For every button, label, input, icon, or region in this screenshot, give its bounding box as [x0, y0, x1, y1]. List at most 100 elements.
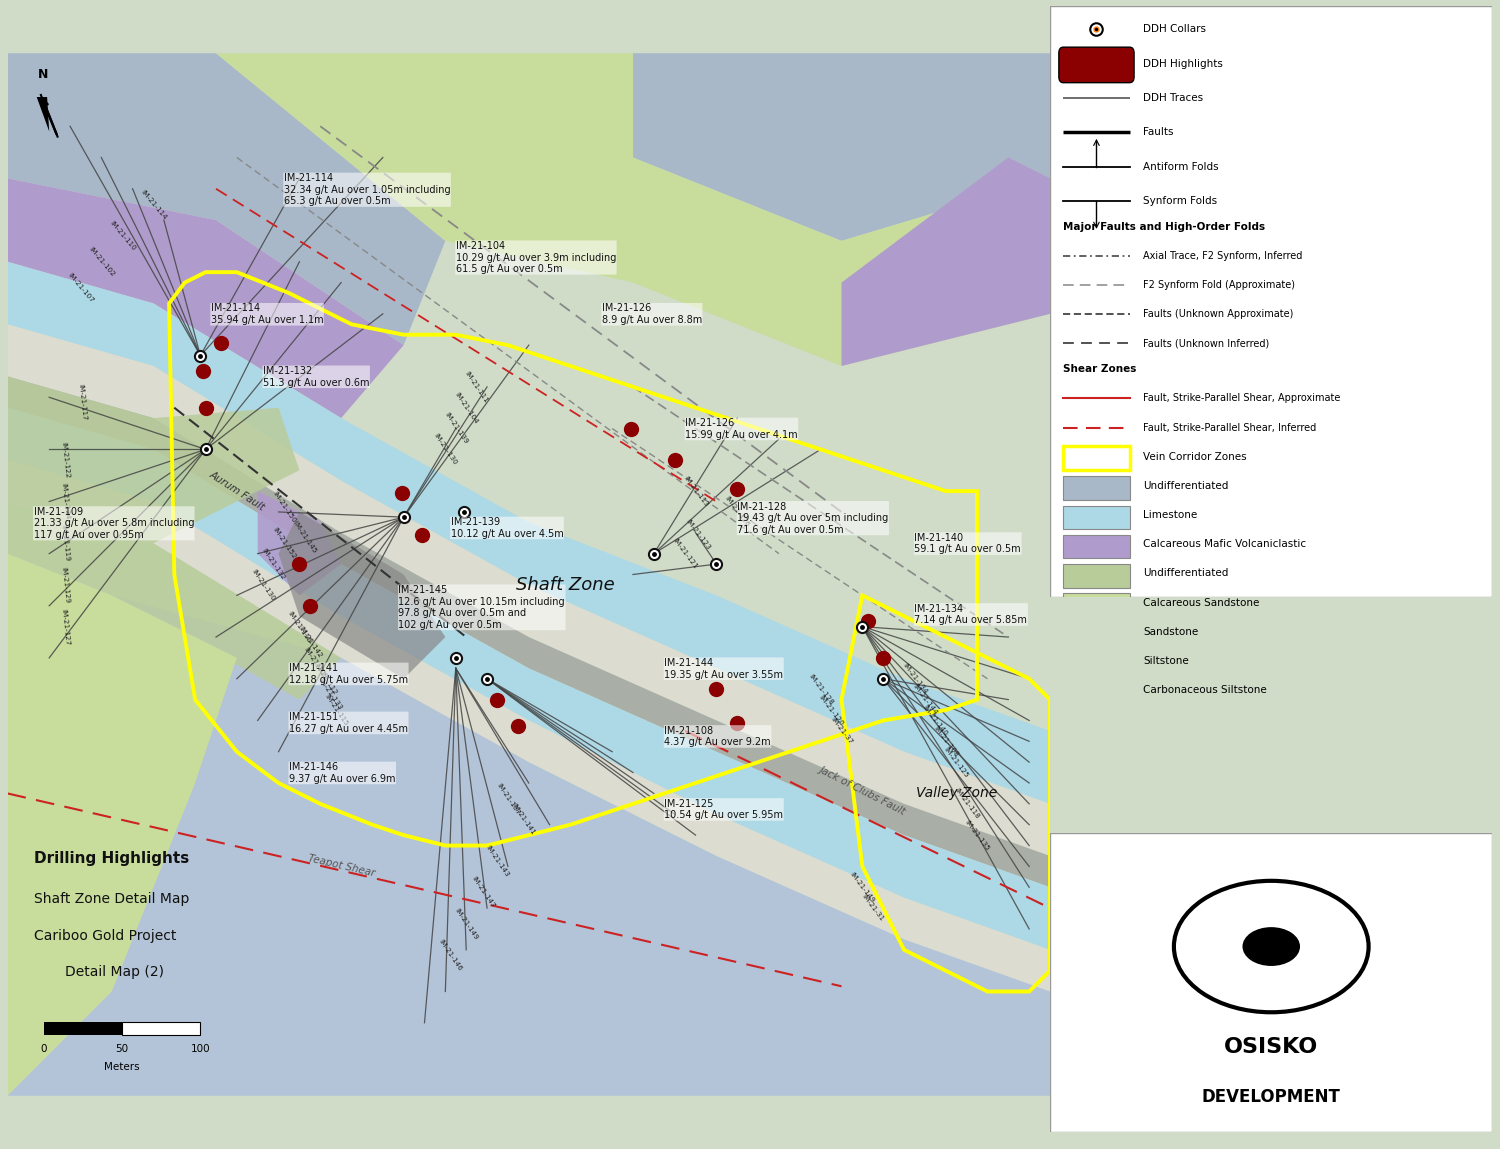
Text: IM-21-114: IM-21-114 — [140, 188, 168, 221]
Text: IM-21-127: IM-21-127 — [60, 608, 69, 646]
Text: IM-21-110: IM-21-110 — [108, 219, 136, 252]
Polygon shape — [8, 377, 300, 543]
Text: IM-21-132
51.3 g/t Au over 0.6m: IM-21-132 51.3 g/t Au over 0.6m — [262, 367, 369, 387]
Text: Undifferentiated: Undifferentiated — [1143, 481, 1228, 491]
Polygon shape — [8, 408, 1050, 950]
Text: Faults: Faults — [1143, 128, 1173, 138]
Text: IM-21-152: IM-21-152 — [272, 526, 297, 560]
Polygon shape — [633, 53, 1050, 241]
Text: IM-21-144
19.35 g/t Au over 3.55m: IM-21-144 19.35 g/t Au over 3.55m — [664, 658, 783, 679]
Bar — [1064, 564, 1130, 587]
Text: IM-21-135: IM-21-135 — [963, 818, 990, 851]
Text: IM-21-117: IM-21-117 — [78, 384, 87, 421]
Text: Cariboo Gold Project: Cariboo Gold Project — [33, 928, 176, 943]
Text: IM-21-137: IM-21-137 — [495, 781, 520, 816]
Text: IM-21-102: IM-21-102 — [87, 246, 116, 278]
Text: IM-21-132: IM-21-132 — [261, 547, 286, 581]
Text: Limestone: Limestone — [1143, 510, 1197, 520]
Text: IM-21-134
7.14 g/t Au over 5.85m: IM-21-134 7.14 g/t Au over 5.85m — [915, 603, 1028, 625]
Text: Faults (Unknown Approximate): Faults (Unknown Approximate) — [1143, 309, 1293, 319]
FancyBboxPatch shape — [1059, 47, 1134, 83]
Text: OSISKO: OSISKO — [1224, 1036, 1318, 1057]
Text: Valley Zone: Valley Zone — [915, 786, 998, 801]
Text: IM-21-121: IM-21-121 — [672, 538, 699, 570]
Text: DEVELOPMENT: DEVELOPMENT — [1202, 1088, 1341, 1106]
Bar — [1064, 623, 1130, 646]
Text: IM-21-150IM-21-145: IM-21-150IM-21-145 — [272, 491, 316, 555]
Text: IM-21-37: IM-21-37 — [830, 716, 854, 746]
Text: IM-21-119: IM-21-119 — [60, 525, 69, 562]
Text: IM-21-123: IM-21-123 — [684, 518, 711, 552]
Text: IM-21-125
10.54 g/t Au over 5.95m: IM-21-125 10.54 g/t Au over 5.95m — [664, 799, 783, 820]
Text: IM-21-104: IM-21-104 — [453, 391, 478, 425]
Text: Detail Map (2): Detail Map (2) — [64, 965, 164, 979]
Text: Drilling Highlights: Drilling Highlights — [33, 850, 189, 865]
Text: IM-21-108
4.37 g/t Au over 9.2m: IM-21-108 4.37 g/t Au over 9.2m — [664, 726, 771, 747]
Text: Fault, Strike-Parallel Shear, Inferred: Fault, Strike-Parallel Shear, Inferred — [1143, 423, 1316, 432]
Text: IM-21-112: IM-21-112 — [312, 662, 338, 695]
Bar — [1064, 651, 1130, 676]
Text: 100: 100 — [190, 1043, 210, 1054]
Text: Axial Trace, F2 Synform, Inferred: Axial Trace, F2 Synform, Inferred — [1143, 250, 1302, 261]
Text: Meters: Meters — [105, 1063, 140, 1072]
Text: IM-21-107: IM-21-107 — [66, 272, 94, 303]
Text: IM-21-128: IM-21-128 — [807, 672, 834, 705]
Text: IM-21-130: IM-21-130 — [432, 432, 457, 466]
Text: IM-21-114
32.34 g/t Au over 1.05m including
65.3 g/t Au over 0.5m: IM-21-114 32.34 g/t Au over 1.05m includ… — [284, 173, 450, 207]
Text: Siltstone: Siltstone — [1143, 656, 1188, 666]
Text: Calcareous Sandstone: Calcareous Sandstone — [1143, 597, 1260, 608]
Bar — [1064, 680, 1130, 704]
Text: IM-21-115: IM-21-115 — [322, 693, 348, 727]
Text: IM-21-149: IM-21-149 — [849, 871, 876, 904]
Text: IM-21-151
16.27 g/t Au over 4.45m: IM-21-151 16.27 g/t Au over 4.45m — [290, 712, 408, 734]
Text: IM-21-139
10.12 g/t Au over 4.5m: IM-21-139 10.12 g/t Au over 4.5m — [450, 517, 564, 539]
Text: IM-21-122: IM-21-122 — [60, 441, 69, 478]
Text: Calcareous Mafic Volcaniclastic: Calcareous Mafic Volcaniclastic — [1143, 539, 1306, 549]
Text: IM-21-146: IM-21-146 — [438, 938, 464, 972]
Text: Faults (Unknown Inferred): Faults (Unknown Inferred) — [1143, 339, 1269, 348]
Text: Carbonaceous Siltstone: Carbonaceous Siltstone — [1143, 685, 1266, 695]
Text: IM-21-141: IM-21-141 — [512, 802, 537, 836]
Text: Shaft Zone: Shaft Zone — [516, 576, 615, 594]
Circle shape — [1242, 927, 1300, 966]
Polygon shape — [8, 377, 1050, 887]
Text: IM-21-108: IM-21-108 — [933, 725, 958, 758]
Text: Antiform Folds: Antiform Folds — [1143, 162, 1218, 171]
Text: IM-21-141
12.18 g/t Au over 5.75m: IM-21-141 12.18 g/t Au over 5.75m — [290, 663, 408, 685]
Text: IM-21-149: IM-21-149 — [453, 907, 478, 941]
Polygon shape — [258, 491, 340, 595]
Polygon shape — [8, 501, 340, 700]
Text: Major Faults and High-Order Folds: Major Faults and High-Order Folds — [1064, 222, 1266, 232]
Polygon shape — [8, 460, 1050, 992]
Text: IM-21-120: IM-21-120 — [818, 694, 844, 726]
Text: Shaft Zone Detail Map: Shaft Zone Detail Map — [33, 893, 189, 907]
Text: Undifferentiated: Undifferentiated — [1143, 569, 1228, 578]
Text: IM-21-111: IM-21-111 — [464, 370, 489, 403]
Text: IM-21-126: IM-21-126 — [724, 495, 750, 529]
Polygon shape — [8, 324, 1050, 856]
Text: IM-21-109: IM-21-109 — [303, 646, 328, 680]
Text: IM-21-114
35.94 g/t Au over 1.1m: IM-21-114 35.94 g/t Au over 1.1m — [211, 303, 324, 325]
Bar — [122, 1021, 201, 1035]
Text: IM-21-125: IM-21-125 — [942, 746, 969, 779]
Text: IM-21-109
21.33 g/t Au over 5.8m including
117 g/t Au over 0.95m: IM-21-109 21.33 g/t Au over 5.8m includi… — [33, 507, 194, 540]
Text: IM-21-140
59.1 g/t Au over 0.5m: IM-21-140 59.1 g/t Au over 0.5m — [915, 533, 1022, 555]
Polygon shape — [8, 554, 237, 1096]
Text: N: N — [38, 69, 48, 82]
Text: IM-21-116: IM-21-116 — [286, 610, 312, 643]
Polygon shape — [216, 53, 1050, 367]
Text: IM-21-133: IM-21-133 — [318, 678, 344, 711]
Bar — [44, 1021, 122, 1035]
Text: IM-21-126
15.99 g/t Au over 4.1m: IM-21-126 15.99 g/t Au over 4.1m — [686, 418, 798, 440]
Text: 0: 0 — [40, 1043, 46, 1054]
Text: DDH Highlights: DDH Highlights — [1143, 59, 1222, 69]
Polygon shape — [8, 178, 404, 418]
Text: IM-21-118: IM-21-118 — [952, 787, 980, 820]
Text: IM-21-124: IM-21-124 — [60, 483, 69, 520]
Polygon shape — [36, 97, 50, 131]
Text: Synform Folds: Synform Folds — [1143, 196, 1216, 206]
Text: Shear Zones: Shear Zones — [1064, 364, 1137, 375]
Text: Sandstone: Sandstone — [1143, 626, 1198, 637]
Text: DDH Traces: DDH Traces — [1143, 93, 1203, 103]
Polygon shape — [842, 157, 1050, 367]
